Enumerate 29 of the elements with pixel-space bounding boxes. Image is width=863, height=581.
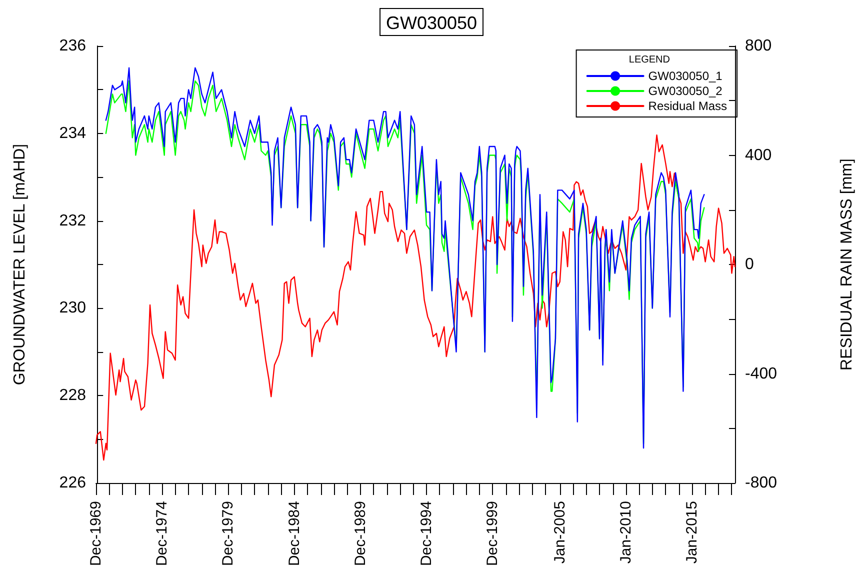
legend-title: LEGEND (628, 54, 670, 66)
y-axis-title: GROUNDWATER LEVEL [mAHD] (12, 144, 28, 386)
x-tick-label: Dec-1979 (220, 501, 237, 566)
chart-title: GW030050 (386, 13, 478, 33)
line-series (95, 134, 736, 461)
legend-label: GW030050_2 (648, 84, 723, 98)
x-tick-label: Dec-1994 (418, 501, 436, 566)
x-tick-label: Dec-1999 (484, 501, 502, 566)
y-tick-label: 228 (59, 387, 86, 404)
y-tick-label: 236 (59, 38, 86, 54)
y2-tick-label: 0 (745, 256, 754, 273)
y2-tick-label: -400 (745, 365, 778, 382)
x-tick-label: Dec-1969 (88, 501, 104, 566)
x-tick-label: Dec-1984 (286, 501, 303, 566)
legend-label: Residual Mass (648, 99, 728, 113)
y2-tick-label: 800 (745, 38, 772, 54)
y2-tick-label: -800 (745, 474, 778, 492)
x-tick-label: Jan-2005 (551, 501, 568, 564)
y2-tick-label: 400 (745, 146, 772, 164)
x-tick-label: Jan-2010 (617, 501, 634, 564)
y-tick-label: 230 (59, 300, 86, 317)
x-tick-label: Jan-2015 (684, 501, 701, 564)
y2-axis-title: RESIDUAL RAIN MASS [mm] (838, 158, 856, 370)
y-tick-label: 226 (59, 474, 86, 492)
legend-label: GW030050_1 (648, 69, 723, 83)
x-tick-label: Dec-1974 (154, 501, 171, 566)
y-tick-label: 234 (59, 124, 86, 142)
y-tick-label: 232 (59, 212, 86, 230)
x-tick-label: Dec-1989 (352, 501, 369, 566)
